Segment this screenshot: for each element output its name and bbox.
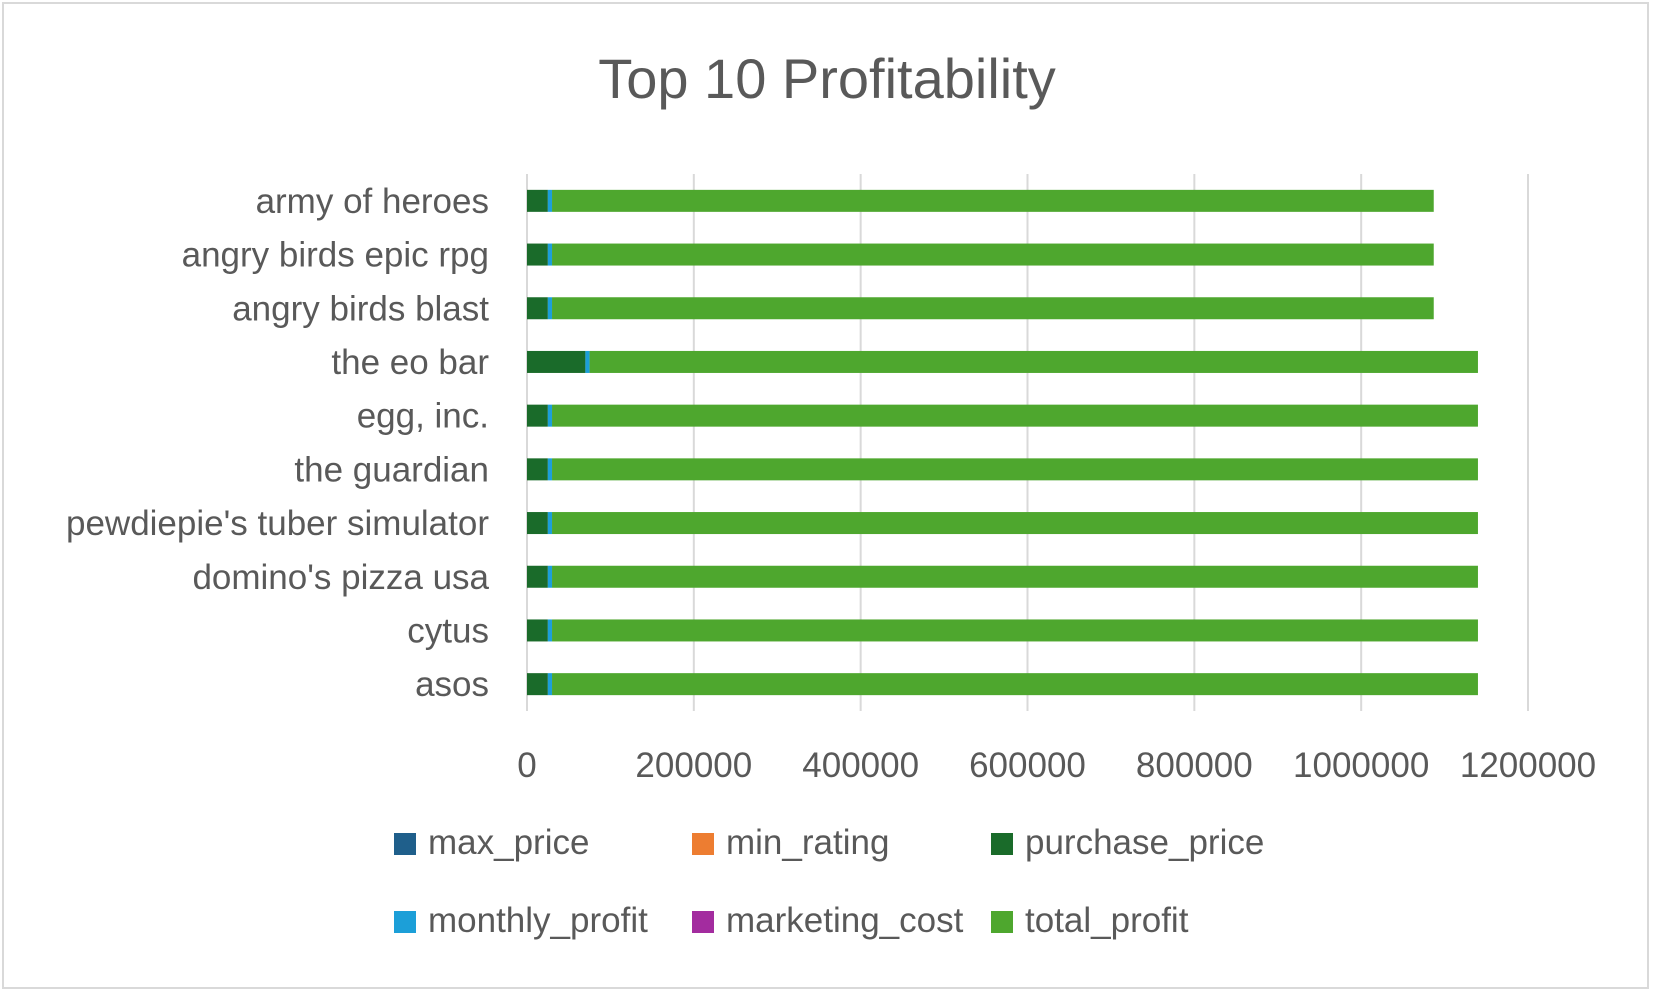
bar-monthly_profit-3	[585, 350, 590, 373]
x-tick-labels: 0 200000 400000 600000 800000 1000000 1200000	[517, 746, 1596, 785]
legend-swatch-min_rating	[692, 833, 714, 855]
chart-title: Top 10 Profitability	[598, 47, 1056, 110]
bar-purchase_price-0	[527, 189, 548, 212]
bar-total_profit-6	[552, 512, 1478, 535]
bar-monthly_profit-2	[547, 297, 553, 320]
bar-monthly_profit-1	[547, 243, 553, 266]
legend-label-monthly_profit: monthly_profit	[428, 901, 648, 940]
bar-total_profit-5	[552, 458, 1478, 481]
bar-purchase_price-7	[527, 565, 548, 588]
legend-swatch-purchase_price	[991, 833, 1013, 855]
x-tick-label: 1200000	[1460, 746, 1596, 785]
legend-label-min_rating: min_rating	[726, 823, 889, 862]
bar-purchase_price-5	[527, 458, 548, 481]
bar-monthly_profit-7	[547, 565, 553, 588]
category-label: cytus	[407, 611, 489, 650]
category-label: asos	[415, 665, 489, 704]
bar-monthly_profit-4	[547, 404, 553, 427]
category-label: the eo bar	[331, 343, 489, 382]
legend-label-max_price: max_price	[428, 823, 589, 862]
bar-monthly_profit-9	[547, 673, 553, 696]
x-tick-label: 800000	[1136, 746, 1253, 785]
bar-total_profit-0	[552, 189, 1434, 212]
chart-svg: Top 10 Profitability army of heroes angry…	[66, 47, 1596, 940]
category-label: angry birds epic rpg	[182, 236, 489, 275]
bar-total_profit-4	[552, 404, 1478, 427]
bar-purchase_price-6	[527, 512, 548, 535]
bar-purchase_price-1	[527, 243, 548, 266]
bar-total_profit-9	[552, 673, 1478, 696]
x-tick-label: 600000	[969, 746, 1086, 785]
x-tick-label: 0	[517, 746, 536, 785]
legend-label-marketing_cost: marketing_cost	[726, 901, 964, 940]
legend-swatch-marketing_cost	[692, 911, 714, 933]
legend-label-purchase_price: purchase_price	[1025, 823, 1264, 862]
category-label: pewdiepie's tuber simulator	[66, 504, 489, 543]
legend-swatch-max_price	[394, 833, 416, 855]
category-labels: army of heroes angry birds epic rpg angry …	[66, 182, 490, 704]
category-label: the guardian	[294, 450, 489, 489]
bar-total_profit-8	[552, 619, 1478, 642]
bar-total_profit-7	[552, 565, 1478, 588]
bar-total_profit-2	[552, 297, 1434, 320]
bar-purchase_price-9	[527, 673, 548, 696]
bar-monthly_profit-8	[547, 619, 553, 642]
bar-purchase_price-4	[527, 404, 548, 427]
category-label: egg, inc.	[357, 397, 489, 436]
bar-monthly_profit-5	[547, 458, 553, 481]
category-label: army of heroes	[256, 182, 489, 221]
legend: max_price min_rating purchase_pricemonthly…	[394, 823, 1264, 940]
x-tick-label: 200000	[635, 746, 752, 785]
legend-swatch-total_profit	[991, 911, 1013, 933]
x-tick-label: 400000	[802, 746, 919, 785]
bars	[527, 189, 1478, 696]
category-label: angry birds blast	[232, 289, 489, 328]
bar-purchase_price-3	[527, 350, 586, 373]
bar-total_profit-3	[589, 350, 1478, 373]
category-label: domino's pizza usa	[192, 558, 489, 597]
legend-label-total_profit: total_profit	[1025, 901, 1189, 940]
bar-monthly_profit-0	[547, 189, 553, 212]
x-tick-label: 1000000	[1293, 746, 1429, 785]
bar-monthly_profit-6	[547, 512, 553, 535]
bar-total_profit-1	[552, 243, 1434, 266]
bar-purchase_price-8	[527, 619, 548, 642]
bar-purchase_price-2	[527, 297, 548, 320]
legend-swatch-monthly_profit	[394, 911, 416, 933]
